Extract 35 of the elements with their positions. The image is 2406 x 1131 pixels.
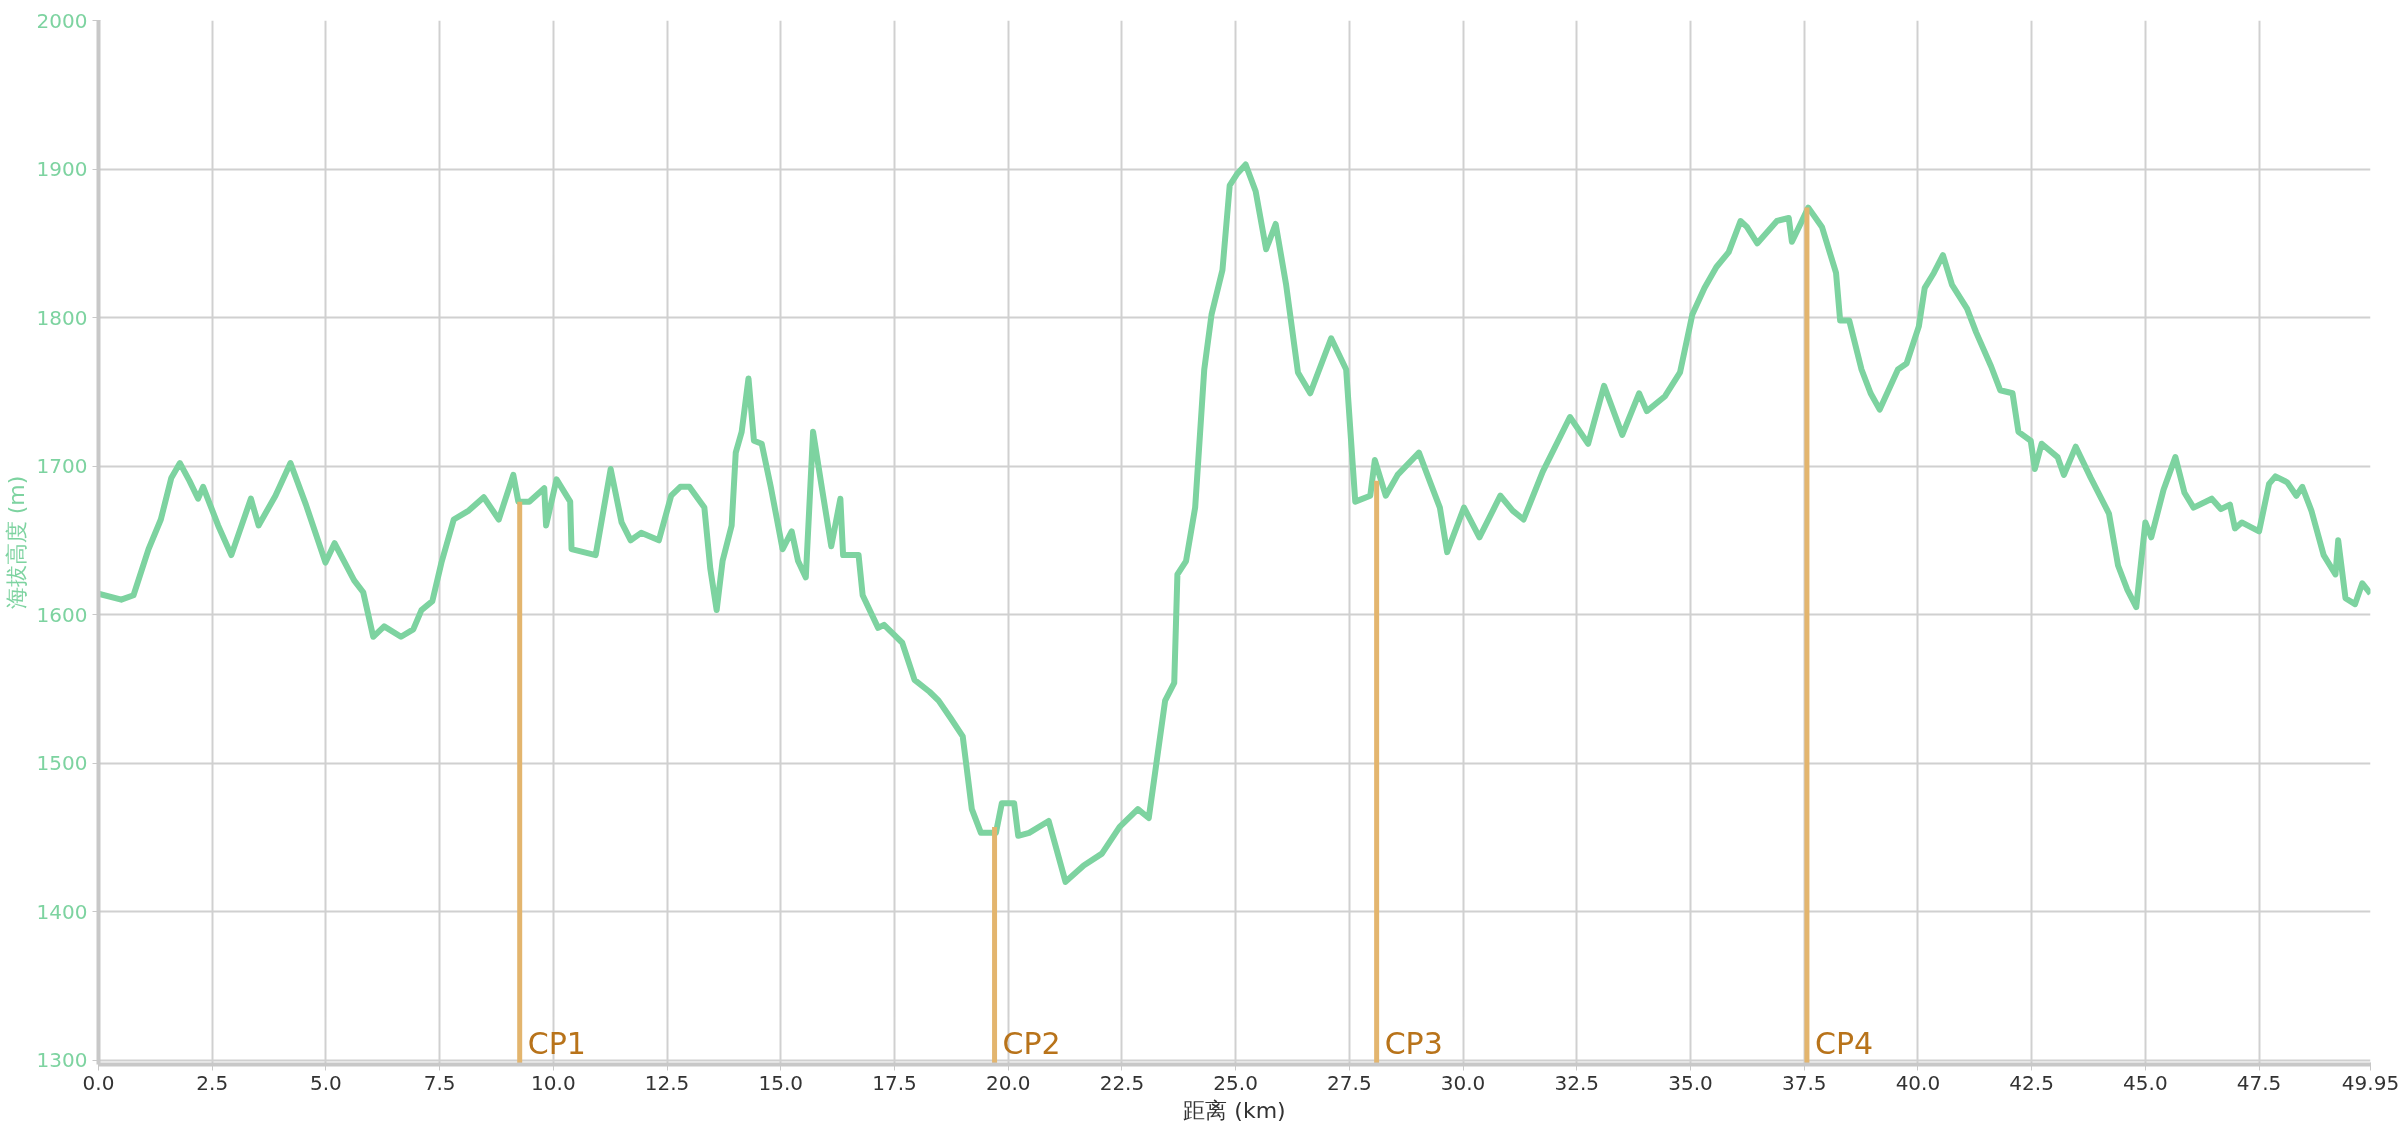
- x-tick-label: 49.95: [2341, 1070, 2400, 1095]
- x-tick-label: 30.0: [1440, 1070, 1486, 1095]
- x-tick-label: 27.5: [1327, 1070, 1372, 1095]
- y-tick-label: 1500: [36, 751, 88, 776]
- y-tick-label: 1900: [36, 157, 88, 182]
- annotation: CP3: [1384, 1025, 1443, 1061]
- y-axis-title: 海拔高度 (m): [3, 475, 29, 610]
- x-tick-label: 15.0: [758, 1070, 804, 1095]
- x-tick-label: 47.5: [2236, 1070, 2282, 1095]
- y-tick-label: 1400: [36, 899, 88, 924]
- x-tick-label: 40.0: [1895, 1070, 1941, 1095]
- y-tick-label: 2000: [36, 8, 88, 33]
- annotation: CP4: [1814, 1025, 1874, 1061]
- y-tick-label: 1700: [36, 454, 88, 479]
- x-tick-label: 20.0: [985, 1070, 1031, 1095]
- annotation: CP2: [1002, 1025, 1061, 1061]
- x-tick-label: 2.5: [196, 1070, 229, 1095]
- x-tick-label: 35.0: [1668, 1070, 1713, 1095]
- x-tick-label: 42.5: [2009, 1070, 2054, 1095]
- y-tick-label: 1600: [36, 602, 88, 627]
- x-tick-label: 32.5: [1554, 1070, 1600, 1095]
- x-tick-label: 12.5: [644, 1070, 690, 1095]
- y-tick-label: 1300: [36, 1048, 88, 1073]
- x-tick-label: 10.0: [531, 1070, 576, 1095]
- x-tick-label: 45.0: [2123, 1070, 2168, 1095]
- x-tick-label: 5.0: [310, 1070, 342, 1095]
- x-tick-label: 17.5: [872, 1070, 917, 1095]
- x-tick-label: 37.5: [1781, 1070, 1827, 1095]
- x-tick-label: 7.5: [423, 1070, 456, 1095]
- y-tick-label: 1800: [36, 305, 88, 330]
- x-tick-label: 0.0: [82, 1070, 115, 1095]
- x-tick-label: 25.0: [1213, 1070, 1258, 1095]
- x-axis-title: 距离 (km): [1183, 1097, 1286, 1123]
- x-tick-label: 22.5: [1099, 1070, 1145, 1095]
- annotation: CP1: [527, 1025, 586, 1061]
